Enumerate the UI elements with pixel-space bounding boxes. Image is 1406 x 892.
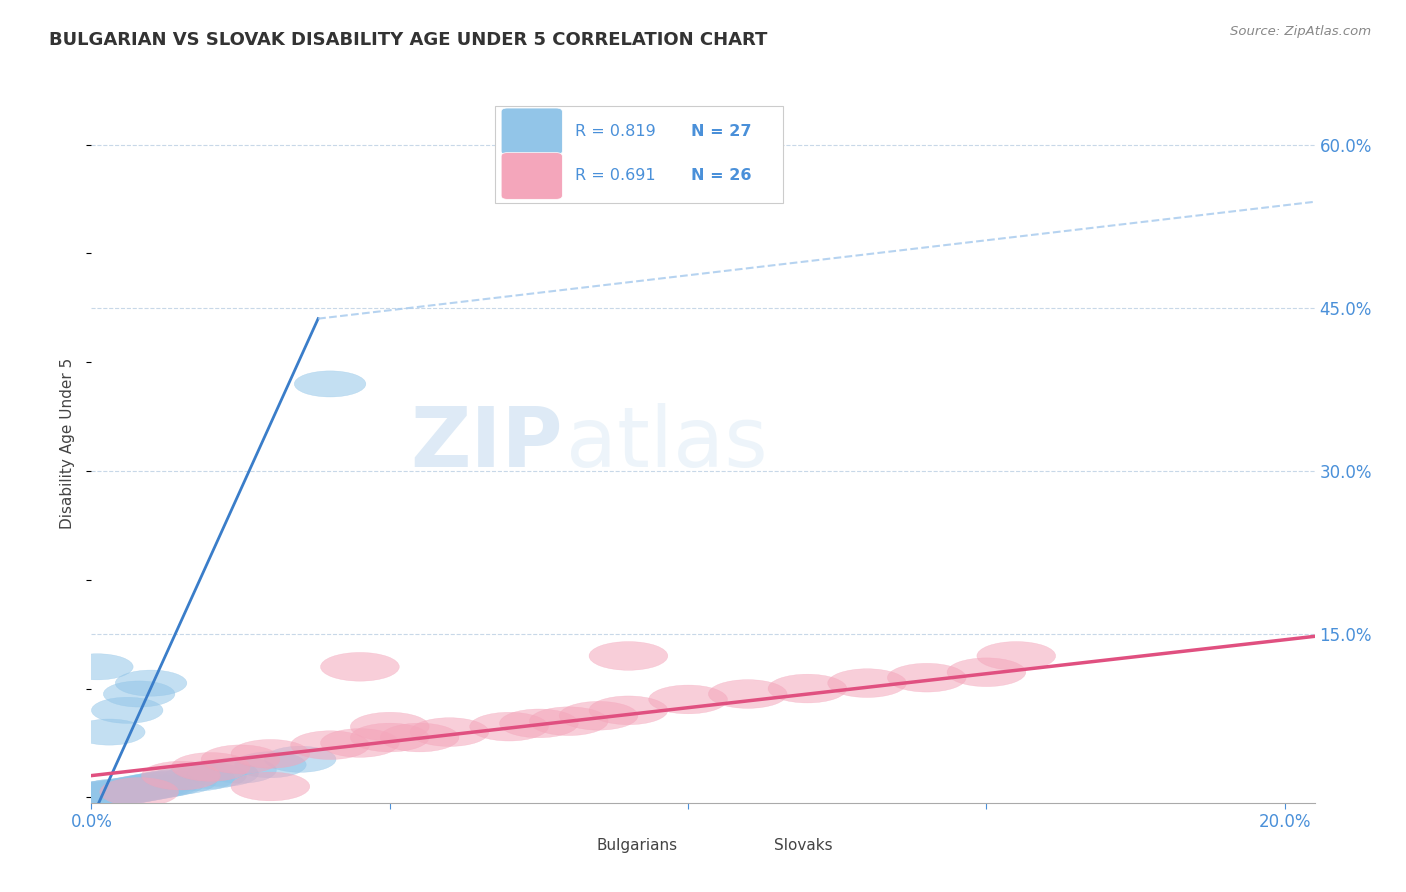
Ellipse shape [291, 731, 370, 759]
Ellipse shape [103, 681, 174, 707]
Ellipse shape [499, 709, 578, 738]
Text: Source: ZipAtlas.com: Source: ZipAtlas.com [1230, 25, 1371, 38]
Ellipse shape [530, 706, 609, 736]
Ellipse shape [231, 772, 309, 801]
Text: R = 0.691: R = 0.691 [575, 169, 655, 184]
Ellipse shape [977, 641, 1056, 670]
Ellipse shape [589, 641, 668, 670]
Ellipse shape [648, 685, 727, 714]
Ellipse shape [62, 654, 134, 680]
Text: N = 26: N = 26 [690, 169, 751, 184]
Ellipse shape [142, 761, 221, 790]
Text: N = 27: N = 27 [690, 124, 751, 139]
Text: ZIP: ZIP [409, 403, 562, 484]
FancyBboxPatch shape [501, 153, 562, 199]
Ellipse shape [59, 783, 131, 809]
Ellipse shape [560, 701, 638, 731]
Text: atlas: atlas [567, 403, 768, 484]
Ellipse shape [709, 680, 787, 708]
Ellipse shape [121, 772, 193, 798]
Ellipse shape [350, 723, 429, 752]
Ellipse shape [73, 719, 145, 745]
Ellipse shape [110, 774, 181, 801]
Ellipse shape [62, 782, 134, 808]
FancyBboxPatch shape [724, 838, 765, 864]
Ellipse shape [103, 776, 174, 802]
Ellipse shape [174, 763, 246, 789]
Ellipse shape [205, 757, 277, 783]
Ellipse shape [264, 747, 336, 772]
Ellipse shape [235, 752, 307, 778]
Text: BULGARIAN VS SLOVAK DISABILITY AGE UNDER 5 CORRELATION CHART: BULGARIAN VS SLOVAK DISABILITY AGE UNDER… [49, 31, 768, 49]
Ellipse shape [768, 674, 846, 703]
Text: Bulgarians: Bulgarians [596, 838, 678, 854]
Ellipse shape [294, 371, 366, 397]
Ellipse shape [134, 770, 205, 797]
Ellipse shape [97, 777, 169, 803]
Text: R = 0.819: R = 0.819 [575, 124, 655, 139]
Ellipse shape [163, 764, 235, 791]
Text: Slovaks: Slovaks [773, 838, 832, 854]
FancyBboxPatch shape [501, 108, 562, 154]
Ellipse shape [73, 780, 145, 806]
Y-axis label: Disability Age Under 5: Disability Age Under 5 [60, 359, 76, 529]
Ellipse shape [145, 768, 217, 794]
Ellipse shape [948, 658, 1026, 687]
Ellipse shape [887, 664, 966, 692]
Ellipse shape [470, 713, 548, 741]
Ellipse shape [380, 723, 458, 752]
Ellipse shape [80, 779, 150, 805]
Ellipse shape [350, 713, 429, 741]
FancyBboxPatch shape [495, 106, 783, 203]
Ellipse shape [115, 773, 187, 799]
Ellipse shape [67, 781, 139, 807]
Ellipse shape [187, 760, 259, 787]
Ellipse shape [411, 718, 489, 747]
Ellipse shape [321, 652, 399, 681]
Ellipse shape [100, 778, 179, 806]
Ellipse shape [828, 669, 907, 698]
Ellipse shape [589, 696, 668, 724]
Ellipse shape [115, 670, 187, 696]
Ellipse shape [127, 772, 198, 797]
Ellipse shape [91, 778, 163, 804]
Ellipse shape [201, 745, 280, 773]
FancyBboxPatch shape [547, 838, 588, 864]
Ellipse shape [91, 698, 163, 723]
Ellipse shape [172, 753, 250, 781]
Ellipse shape [321, 729, 399, 757]
Ellipse shape [231, 739, 309, 768]
Ellipse shape [86, 779, 157, 805]
